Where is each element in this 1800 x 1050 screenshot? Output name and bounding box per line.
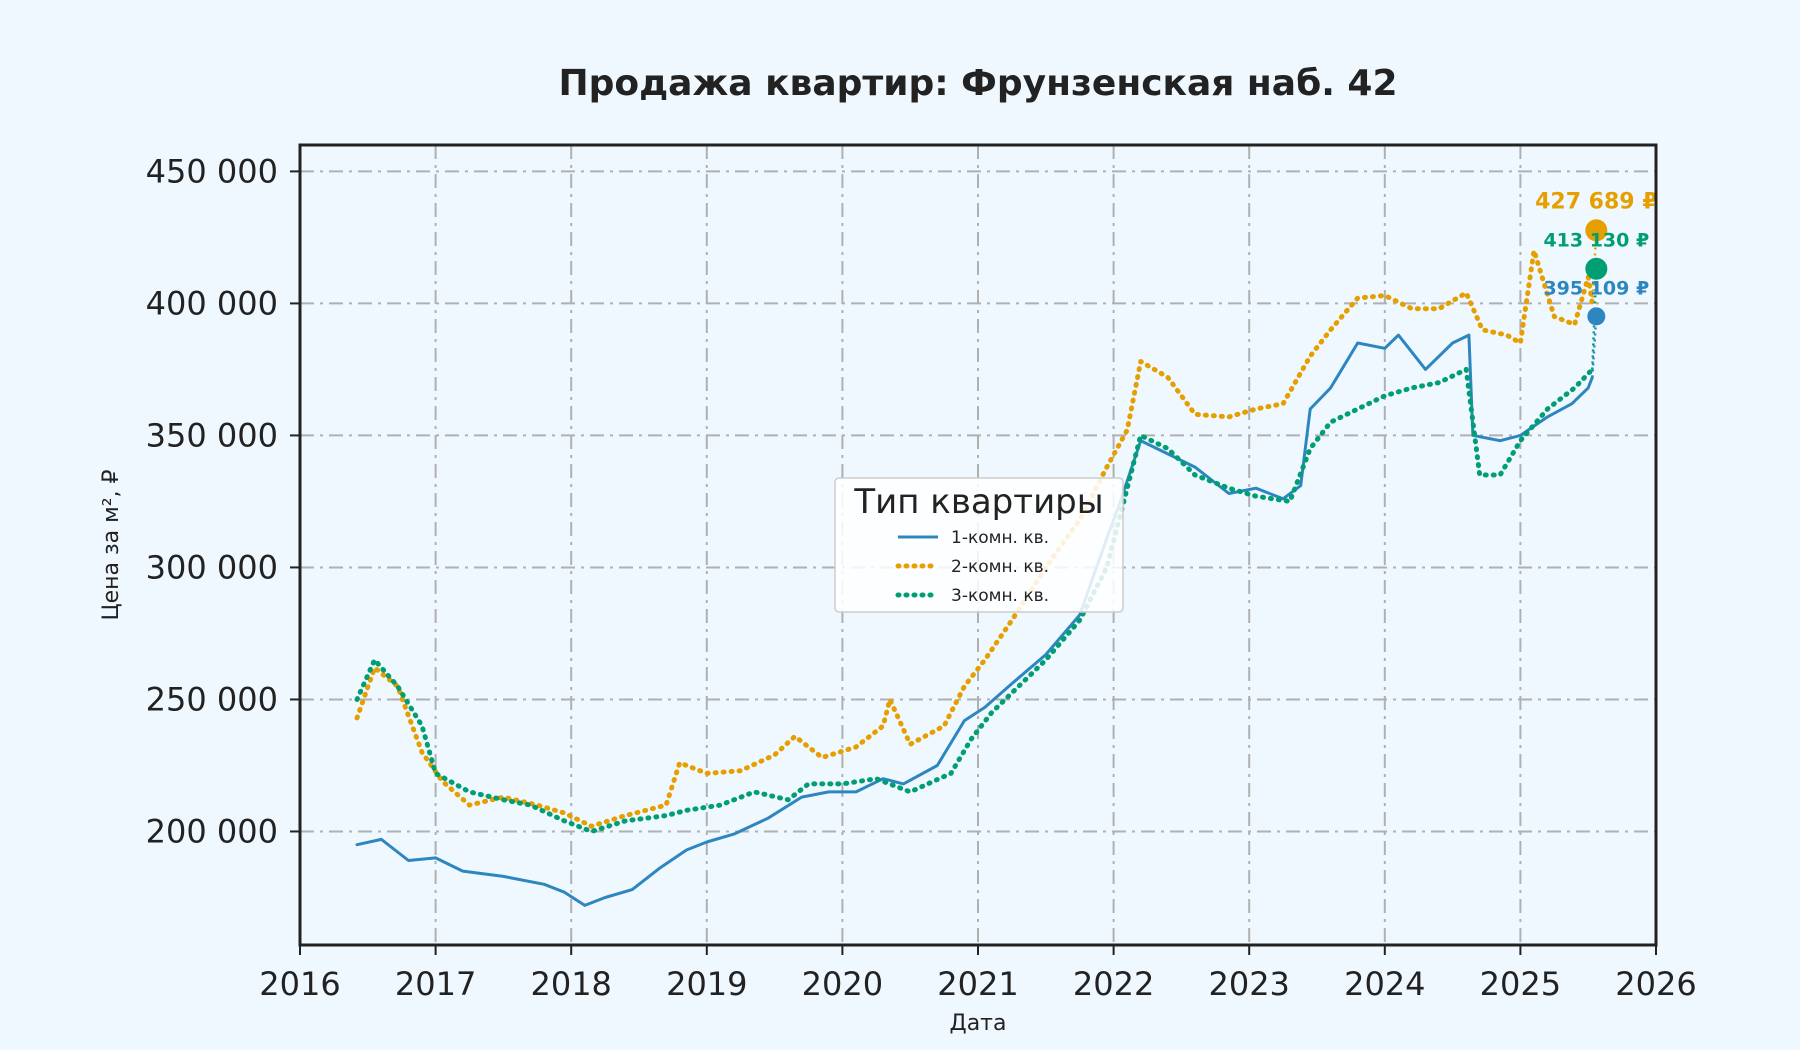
legend-label-1: 1-комн. кв. [951,528,1049,548]
x-tick-label: 2017 [395,965,476,1003]
legend-title: Тип квартиры [853,482,1103,522]
endpoint-marker-3 [1585,257,1608,280]
x-tick-label: 2022 [1073,965,1154,1003]
y-tick-label: 450 000 [146,152,278,190]
x-tick-label: 2026 [1615,965,1696,1003]
x-axis-ticks: 2016 2017 2018 2019 2020 2021 2022 2023 2024 2025… [259,945,1697,1003]
y-axis-label: Цена за м², ₽ [99,469,124,620]
series-line-1 [355,333,1594,907]
endpoint-annotations: 427 689 ₽ 413 130 ₽ 395 109 ₽ [1535,189,1658,378]
legend: Тип квартиры 1-комн. кв. 2-комн. кв. 3-ком… [834,477,1124,613]
y-tick-label: 350 000 [146,416,278,454]
endpoint-label-2: 427 689 ₽ [1535,189,1657,214]
endpoint-marker-1 [1587,307,1606,326]
x-tick-label: 2019 [666,965,747,1003]
legend-box [834,477,1124,613]
series-lines [354,248,1595,907]
x-tick-label: 2021 [937,965,1018,1003]
legend-label-3: 3-комн. кв. [951,586,1049,606]
y-tick-label: 200 000 [146,812,278,850]
y-tick-label: 250 000 [146,680,278,718]
x-tick-label: 2025 [1480,965,1561,1003]
chart-title: Продажа квартир: Фрунзенская наб. 42 [558,63,1397,104]
x-axis-label: Дата [950,1011,1007,1036]
y-tick-label: 400 000 [146,284,278,322]
x-tick-label: 2023 [1208,965,1289,1003]
endpoint-marker-2 [1585,219,1608,242]
endpoint-label-1: 395 109 ₽ [1543,277,1649,299]
x-tick-label: 2016 [259,965,340,1003]
x-tick-label: 2020 [802,965,883,1003]
x-tick-label: 2018 [530,965,611,1003]
endpoint-label-3: 413 130 ₽ [1543,230,1649,252]
x-tick-label: 2024 [1344,965,1425,1003]
endpoint-connector-1 [1591,316,1598,378]
y-tick-label: 300 000 [146,548,278,586]
series-line-2 [354,248,1595,829]
series-line-3 [354,366,1595,834]
legend-label-2: 2-комн. кв. [951,557,1049,577]
y-axis-ticks: 200 000 250 000 300 000 350 000 400 000 450 0… [146,152,300,850]
